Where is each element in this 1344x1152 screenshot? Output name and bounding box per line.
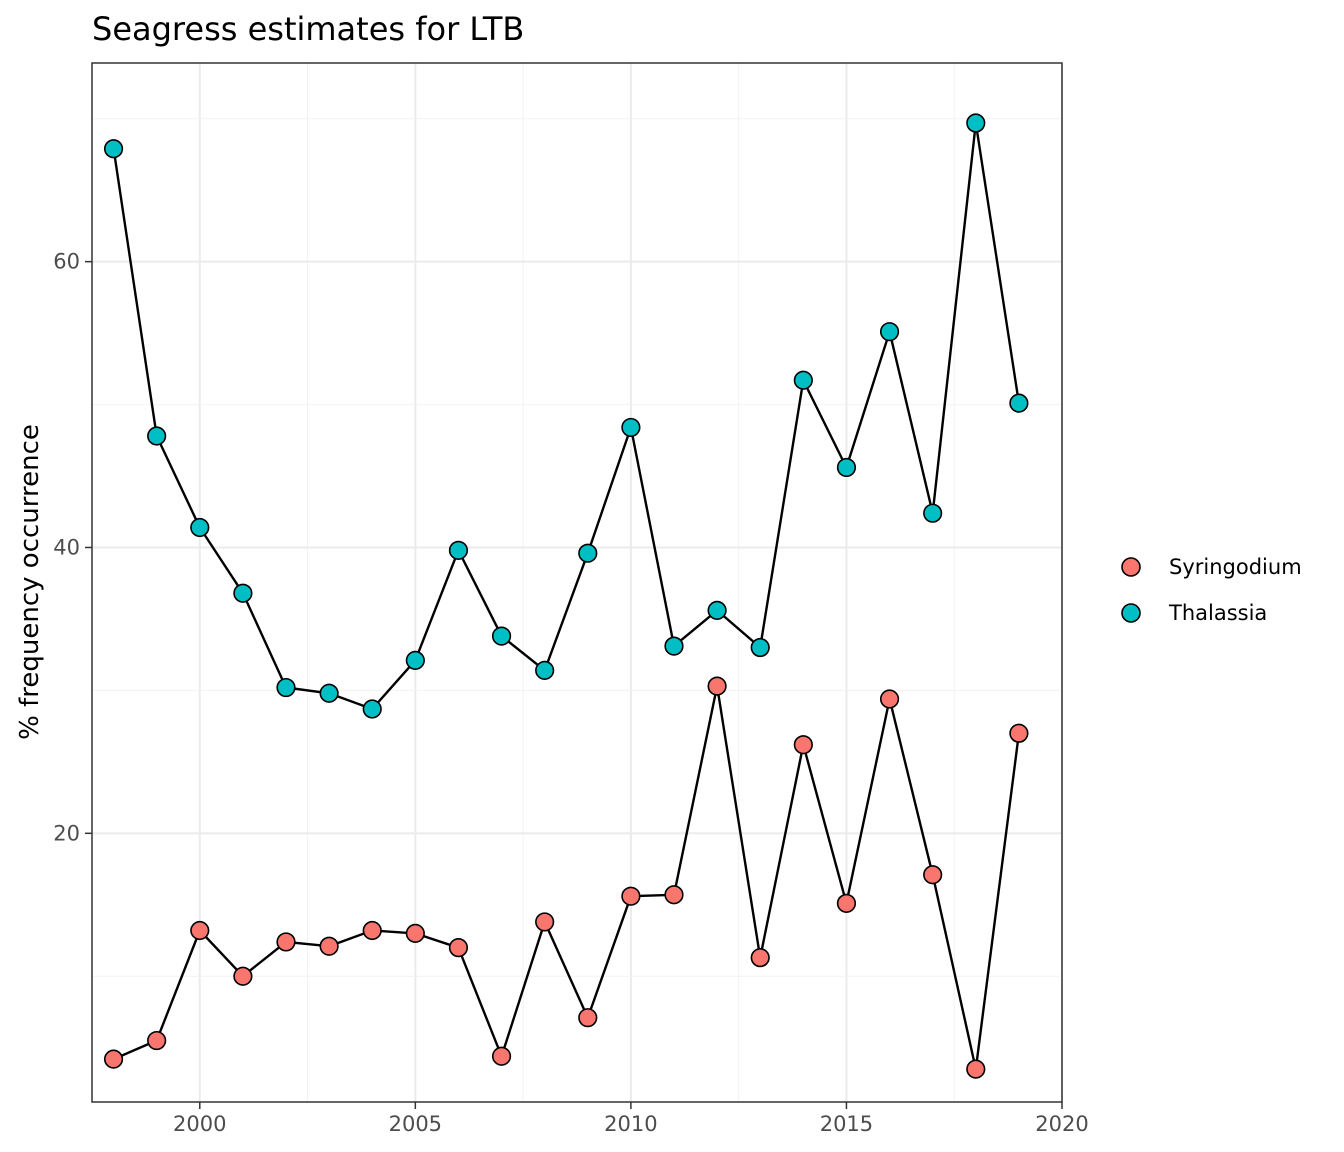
series-points — [103, 113, 1029, 1079]
chart-title: Seagress estimates for LTB — [92, 10, 524, 48]
data-point-syringodium — [879, 689, 900, 709]
data-point-thalassia — [664, 636, 684, 656]
data-point-syringodium — [750, 948, 770, 968]
legend: Syringodium Thalassia — [1121, 555, 1302, 625]
data-point-thalassia — [1009, 393, 1029, 413]
data-point-syringodium — [793, 735, 813, 755]
legend-label-syringodium: Syringodium — [1169, 555, 1302, 579]
data-point-thalassia — [362, 699, 382, 719]
data-point-thalassia — [578, 543, 598, 563]
data-point-thalassia — [535, 660, 555, 680]
data-point-syringodium — [966, 1059, 986, 1079]
data-point-syringodium — [405, 923, 425, 943]
legend-label-thalassia: Thalassia — [1168, 601, 1267, 625]
data-point-thalassia — [707, 600, 727, 620]
grid — [91, 63, 1063, 1102]
data-point-syringodium — [147, 1030, 167, 1051]
data-point-syringodium — [836, 893, 857, 913]
data-point-syringodium — [621, 886, 641, 906]
data-point-thalassia — [836, 457, 857, 478]
data-point-syringodium — [491, 1046, 512, 1066]
series-line-thalassia — [112, 121, 1021, 711]
x-tick-label: 2015 — [820, 1112, 873, 1136]
y-tick-label: 20 — [53, 821, 80, 845]
data-point-thalassia — [923, 503, 943, 523]
data-point-syringodium — [664, 885, 684, 905]
data-point-thalassia — [103, 139, 124, 159]
data-point-syringodium — [233, 966, 253, 986]
legend-key-syringodium — [1121, 557, 1141, 577]
data-point-syringodium — [276, 932, 296, 952]
data-point-thalassia — [190, 517, 210, 538]
x-axis: 2000 2005 2010 2015 2020 — [173, 1102, 1089, 1136]
data-point-syringodium — [103, 1049, 124, 1069]
data-point-syringodium — [319, 936, 339, 956]
x-tick-label: 2020 — [1035, 1112, 1088, 1136]
y-tick-label: 60 — [53, 250, 80, 274]
data-point-syringodium — [578, 1008, 598, 1028]
data-point-thalassia — [448, 540, 469, 560]
data-point-thalassia — [147, 426, 167, 446]
data-point-thalassia — [233, 583, 253, 603]
data-point-syringodium — [923, 865, 943, 885]
data-point-thalassia — [621, 417, 641, 438]
data-point-thalassia — [966, 113, 986, 133]
series-lines — [112, 121, 1021, 1071]
data-point-syringodium — [707, 676, 727, 696]
data-point-syringodium — [535, 912, 555, 932]
plot-panel — [91, 62, 1063, 1103]
y-tick-label: 40 — [53, 535, 80, 559]
x-tick-label: 2000 — [173, 1112, 226, 1136]
y-axis-title: % frequency occurrence — [15, 424, 45, 740]
data-point-syringodium — [448, 938, 469, 958]
data-point-thalassia — [276, 677, 296, 698]
data-point-thalassia — [879, 322, 900, 342]
series-line-syringodium — [113, 684, 1021, 1071]
data-point-thalassia — [319, 683, 339, 703]
data-point-syringodium — [362, 920, 382, 941]
x-tick-label: 2010 — [604, 1112, 657, 1136]
legend-key-thalassia — [1121, 603, 1141, 623]
data-point-thalassia — [793, 370, 813, 390]
x-tick-label: 2005 — [389, 1112, 442, 1136]
data-point-thalassia — [750, 637, 770, 658]
data-point-thalassia — [405, 650, 425, 670]
data-point-thalassia — [491, 626, 512, 646]
y-axis: 20 40 60 — [53, 250, 92, 845]
data-point-syringodium — [1009, 723, 1029, 743]
data-point-syringodium — [190, 920, 210, 941]
